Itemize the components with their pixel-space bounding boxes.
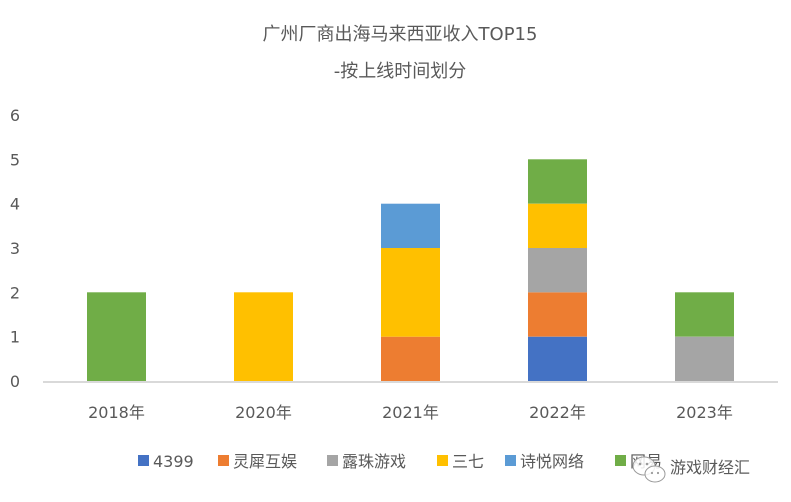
bar-segment xyxy=(528,203,587,248)
legend-item: 三七 xyxy=(437,452,484,471)
wechat-icon xyxy=(632,456,666,483)
bar-segment xyxy=(87,292,146,381)
watermark: 游戏财经汇 xyxy=(632,456,750,483)
y-tick-label: 5 xyxy=(10,150,20,169)
x-tick-label: 2022年 xyxy=(529,403,586,422)
legend-item: 灵犀互娱 xyxy=(218,452,297,471)
y-tick-label: 3 xyxy=(10,239,20,258)
legend-item: 露珠游戏 xyxy=(327,452,406,471)
bar-segment xyxy=(381,203,440,248)
bar-segment xyxy=(528,248,587,293)
bar-segment xyxy=(528,159,587,204)
bar-segment xyxy=(234,292,293,381)
legend-swatch xyxy=(138,455,149,466)
y-tick-label: 4 xyxy=(10,195,20,214)
bar-segment xyxy=(675,336,734,381)
bar-segment xyxy=(528,336,587,381)
legend-label: 灵犀互娱 xyxy=(233,452,297,471)
legend-swatch xyxy=(615,455,626,466)
x-tick-label: 2023年 xyxy=(676,403,733,422)
legend-label: 4399 xyxy=(153,452,194,471)
legend-swatch xyxy=(437,455,448,466)
bar-segment xyxy=(528,292,587,337)
legend-label: 露珠游戏 xyxy=(342,452,406,471)
legend-item: 诗悦网络 xyxy=(505,452,584,471)
bar-segment xyxy=(381,248,440,337)
legend-label: 三七 xyxy=(452,452,484,471)
chart-title-line-1: 广州厂商出海马来西亚收入TOP15 xyxy=(263,24,538,45)
x-tick-label: 2021年 xyxy=(382,403,439,422)
legend-item: 4399 xyxy=(138,452,194,471)
x-tick-label: 2018年 xyxy=(88,403,145,422)
y-tick-label: 2 xyxy=(10,283,20,302)
y-tick-label: 0 xyxy=(10,372,20,391)
legend: 4399灵犀互娱露珠游戏三七诗悦网络网易 xyxy=(138,452,662,471)
bar-segment xyxy=(675,292,734,337)
legend-swatch xyxy=(327,455,338,466)
watermark-text: 游戏财经汇 xyxy=(670,458,750,477)
legend-label: 诗悦网络 xyxy=(520,452,584,471)
y-tick-label: 1 xyxy=(10,328,20,347)
y-tick-label: 6 xyxy=(10,106,20,125)
legend-swatch xyxy=(505,455,516,466)
chart-title-line-2: -按上线时间划分 xyxy=(334,61,467,82)
x-tick-label: 2020年 xyxy=(235,403,292,422)
legend-swatch xyxy=(218,455,229,466)
bar-segment xyxy=(381,336,440,381)
